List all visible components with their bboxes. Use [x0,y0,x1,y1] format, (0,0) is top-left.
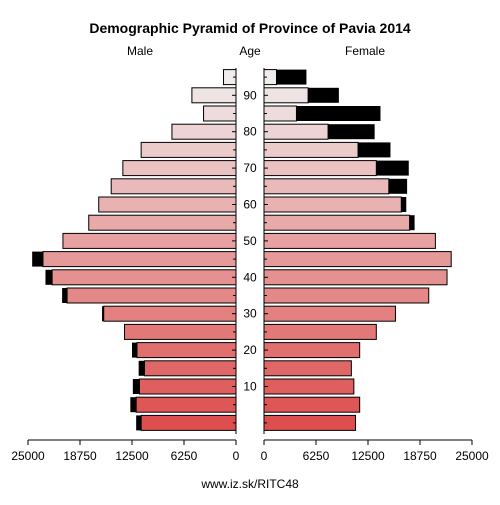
male-bar-70-74 [122,160,237,177]
female-excess-75-79 [358,142,391,158]
age-tick-label-60: 60 [243,198,257,212]
age-tick-label-90: 90 [243,88,257,102]
female-bar-55-59 [263,214,411,231]
male-bar-0-4 [140,414,237,431]
male-bar-15-19 [143,360,237,377]
female-bar-40-44 [263,269,448,286]
male-excess-10-14 [132,379,140,394]
male-excess-45-49 [32,251,43,267]
female-label: Female [345,44,385,58]
male-bar-20-24 [136,342,237,359]
x-tick-label-right-0: 0 [261,449,268,463]
male-excess-35-39 [62,288,68,303]
female-bar-85-89 [263,105,297,122]
male-bar-75-79 [140,141,237,158]
female-bar-35-39 [263,287,430,304]
male-bar-90-94 [191,87,237,104]
bars-group [32,69,452,431]
female-bar-30-34 [263,305,396,322]
female-bar-5-9 [263,396,361,413]
female-bar-10-14 [263,378,355,395]
axes-group: 10 20 30 40 50 60 70 80 90 25000 18750 12500 6250 0 0 6… [11,68,489,463]
x-tick-label-left-0: 25000 [11,449,45,463]
female-bar-25-29 [263,323,377,340]
x-tick-label-right-3: 18750 [403,449,437,463]
male-bar-10-14 [138,378,237,395]
age-tick-label-50: 50 [243,234,257,248]
x-tick-label-left-2: 12500 [115,449,149,463]
age-label: Age [239,44,261,58]
male-excess-30-34 [102,306,104,322]
x-tick-label-right-1: 6250 [303,449,330,463]
female-bar-50-54 [263,232,436,249]
female-bar-70-74 [263,160,377,177]
age-tick-label-30: 30 [243,307,257,321]
x-tick-label-right-4: 25000 [455,449,489,463]
age-tick-label-40: 40 [243,270,257,284]
female-excess-95+ [276,69,307,85]
male-bar-60-64 [98,196,237,213]
age-tick-label-10: 10 [243,380,257,394]
x-tick-label-right-2: 12500 [351,449,385,463]
female-bar-20-24 [263,342,361,359]
male-bar-50-54 [62,232,237,249]
male-bar-25-29 [124,323,237,340]
female-bar-80-84 [263,123,329,140]
female-excess-60-64 [401,197,407,212]
female-excess-90-94 [308,87,339,103]
chart-title: Demographic Pyramid of Province of Pavia… [89,20,411,36]
age-tick-label-20: 20 [243,343,257,357]
male-excess-0-4 [136,415,142,431]
male-bar-85-89 [203,105,237,122]
age-tick-label-70: 70 [243,161,257,175]
female-excess-65-69 [388,178,408,194]
male-bar-30-34 [103,305,237,322]
female-bar-0-4 [263,414,357,431]
footer-url: www.iz.sk/RITC48 [200,477,299,491]
female-excess-55-59 [409,215,415,231]
female-bar-75-79 [263,141,359,158]
male-excess-20-24 [132,342,137,358]
male-bar-45-49 [42,251,237,268]
female-bar-60-64 [263,196,402,213]
age-tick-label-80: 80 [243,125,257,139]
male-excess-15-19 [138,360,145,376]
female-excess-85-89 [296,106,381,121]
male-excess-5-9 [130,397,137,413]
female-excess-70-74 [376,160,409,176]
male-excess-40-44 [45,269,53,285]
female-excess-80-84 [328,124,375,140]
x-tick-label-left-1: 18750 [63,449,97,463]
female-bar-15-19 [263,360,352,377]
male-bar-40-44 [51,269,237,286]
female-bar-45-49 [263,251,452,268]
male-bar-80-84 [171,123,237,140]
male-label: Male [127,44,153,58]
female-bar-65-69 [263,178,390,195]
female-bar-90-94 [263,87,309,104]
male-bar-55-59 [88,214,237,231]
male-bar-35-39 [66,287,237,304]
male-bar-65-69 [110,178,237,195]
male-bar-5-9 [135,396,237,413]
x-tick-label-left-3: 6250 [171,449,198,463]
x-tick-label-left-4: 0 [233,449,240,463]
